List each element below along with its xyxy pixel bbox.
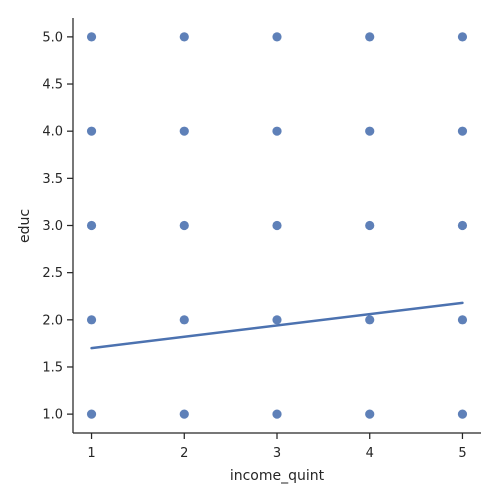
scatter-point xyxy=(179,126,189,136)
scatter-point xyxy=(272,409,282,419)
y-tick-label: 4.5 xyxy=(42,78,63,93)
scatter-point xyxy=(457,409,468,419)
scatter-point xyxy=(272,32,282,42)
scatter-point xyxy=(457,220,468,231)
regression-line xyxy=(90,301,464,350)
axes-layer: 1 2 3 4 5 1.0 1.5 2.0 2.5 3.0 3.5 4.0 4.5 5.0 xyxy=(42,18,481,461)
y-tick-label: 2.0 xyxy=(42,313,63,328)
scatter-point xyxy=(179,315,189,325)
y-tick-label: 2.5 xyxy=(42,266,63,281)
scatter-point xyxy=(272,126,282,136)
scatter-point xyxy=(179,409,189,419)
scatter-point xyxy=(365,32,375,42)
scatter-point xyxy=(365,409,375,419)
x-tick-label: 4 xyxy=(366,446,374,461)
y-tick-label: 5.0 xyxy=(42,30,63,45)
y-tick-label: 1.0 xyxy=(42,408,63,423)
scatter-point xyxy=(86,220,97,231)
y-tick-label: 3.5 xyxy=(42,172,63,187)
scatter-point xyxy=(457,32,468,42)
y-tick-label: 3.0 xyxy=(42,219,63,234)
y-tick-label: 4.0 xyxy=(42,125,63,140)
scatter-point xyxy=(272,220,282,231)
scatter-point xyxy=(86,409,97,419)
x-tick-label: 5 xyxy=(458,446,466,461)
scatter-point xyxy=(86,126,97,136)
scatter-point xyxy=(272,315,282,325)
y-tick-label: 1.5 xyxy=(42,360,63,375)
scatter-point xyxy=(457,315,468,325)
scatter-point xyxy=(457,126,468,136)
scatter-point xyxy=(86,315,97,325)
scatter-point xyxy=(179,32,189,42)
scatter-point xyxy=(365,220,375,231)
marks-layer xyxy=(86,32,468,419)
scatter-point xyxy=(179,220,189,231)
x-tick-label: 2 xyxy=(180,446,188,461)
scatter-point xyxy=(365,126,375,136)
x-axis-label: income_quint xyxy=(230,468,325,484)
scatter-point xyxy=(86,32,97,42)
y-axis-label: educ xyxy=(17,209,33,243)
scatter-point xyxy=(365,315,375,325)
x-tick-label: 3 xyxy=(273,446,281,461)
x-tick-label: 1 xyxy=(87,446,95,461)
